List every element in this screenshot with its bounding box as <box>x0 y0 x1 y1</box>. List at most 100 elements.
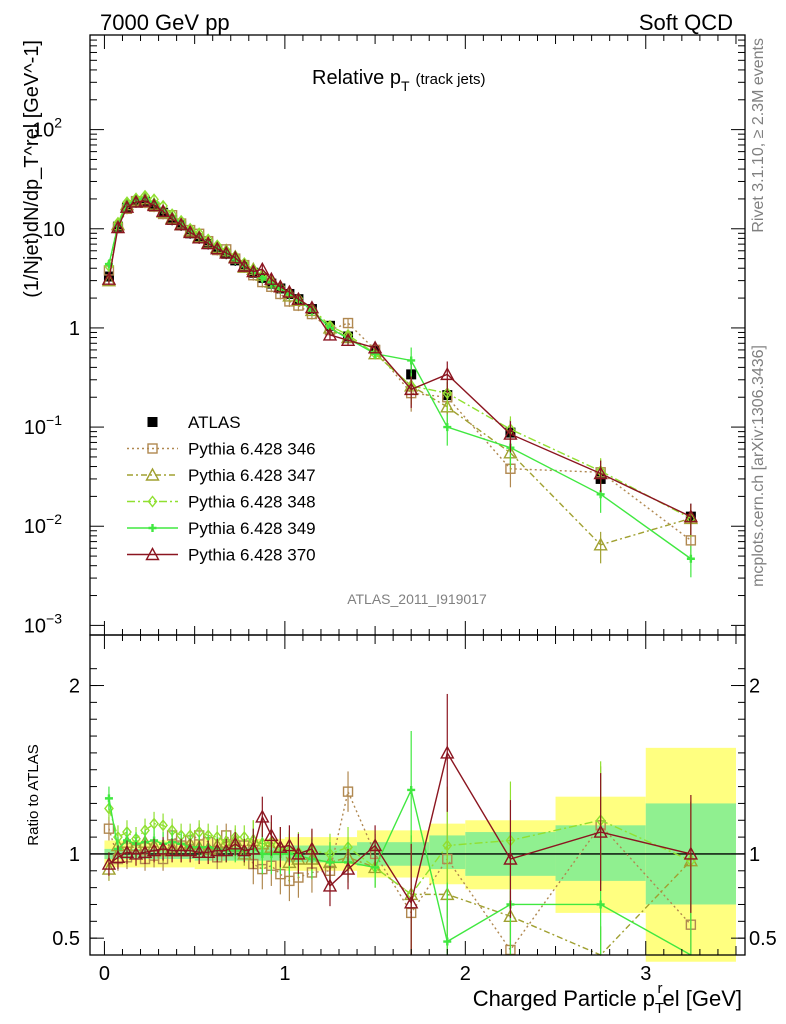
ratio-point <box>182 843 198 857</box>
legend-item-2: Pythia 6.428 347 <box>127 466 316 485</box>
main-point <box>440 366 455 381</box>
main-point <box>407 356 416 365</box>
legend-item-3: Pythia 6.428 348 <box>127 493 316 512</box>
main-point <box>173 217 189 231</box>
main-point <box>201 236 216 250</box>
ratio-point <box>304 841 320 855</box>
ratio-ytick-label: 1 <box>69 844 80 866</box>
ratio-point <box>442 839 453 852</box>
ratio-point <box>155 841 171 855</box>
ratio-series-layer <box>101 693 699 956</box>
ratio-point <box>158 819 168 832</box>
ratio-point <box>273 839 288 853</box>
main-y-axis-label: (1/Njet)dN/dp_T^rel [GeV^-1] <box>21 40 43 298</box>
main-ytick-label: 1 <box>69 318 80 340</box>
main-ytick-label: 10−2 <box>24 511 62 538</box>
ratio-ytick-label: 0.5 <box>52 928 80 950</box>
ratio-point <box>246 841 261 855</box>
main-point <box>164 211 180 225</box>
ratio-point <box>173 843 189 857</box>
ratio-point <box>137 844 153 858</box>
legend-label: Pythia 6.428 349 <box>188 519 316 538</box>
legend-label: Pythia 6.428 347 <box>188 466 316 485</box>
main-point <box>291 291 306 305</box>
legend: ATLAS Pythia 6.428 346 Pythia 6.428 347 Pyt… <box>127 413 316 565</box>
watermark: ATLAS_2011_I919017 <box>347 591 487 607</box>
legend-marker <box>147 417 158 427</box>
main-point <box>219 245 234 259</box>
ratio-axis-ticks: 0.5 0.5 1 1 2 2 0 1 2 3 <box>52 635 777 985</box>
ratio-point <box>440 745 455 759</box>
main-axis-ticks: 10−3 10−2 10−1 1 10 102 <box>24 34 745 637</box>
main-point <box>442 387 453 400</box>
main-point <box>342 317 354 329</box>
legend-marker <box>147 495 158 508</box>
main-point <box>686 554 695 563</box>
ratio-point <box>164 843 180 857</box>
ratio-point <box>210 843 225 857</box>
ratio-point <box>104 802 114 815</box>
ratio-point <box>219 843 234 857</box>
ratio-point <box>322 878 338 892</box>
ratio-series-4 <box>101 693 699 955</box>
main-point <box>440 399 455 413</box>
ratio-point <box>103 823 115 834</box>
ratio-y-axis-label: Ratio to ATLAS <box>25 744 42 845</box>
main-ytick-label: 10−1 <box>24 412 62 439</box>
main-point <box>322 327 338 341</box>
xtick-label: 2 <box>460 963 471 985</box>
xtick-label: 3 <box>640 963 651 985</box>
ratio-point <box>443 937 452 946</box>
main-point <box>593 537 608 551</box>
ratio-ytick-label: 2 <box>69 676 80 698</box>
legend-marker <box>147 443 158 454</box>
legend-label: ATLAS <box>188 413 241 432</box>
ratio-point <box>191 844 207 858</box>
main-point <box>255 261 270 276</box>
main-point <box>282 284 297 298</box>
ratio-point <box>596 900 605 909</box>
main-series-layer <box>101 189 699 578</box>
main-ytick-label: 10 <box>43 219 65 241</box>
main-point <box>340 332 356 347</box>
rivet-version-note: Rivet 3.1.10, ≥ 2.3M events <box>750 38 767 233</box>
ratio-point <box>593 824 608 838</box>
legend-marker <box>145 467 160 481</box>
main-panel: 10−3 10−2 10−1 1 10 102 Relative pT (track jet… <box>21 34 746 637</box>
ratio-point <box>325 858 334 867</box>
main-series-5 <box>101 193 699 536</box>
ratio-point <box>128 846 144 860</box>
main-point <box>228 250 243 264</box>
main-point <box>304 300 320 314</box>
ratio-point <box>291 846 306 860</box>
x-axis-label: Charged Particle pTrel [GeV] <box>473 980 742 1017</box>
xtick-label: 1 <box>279 963 290 985</box>
main-title: Relative pT (track jets) <box>312 67 486 94</box>
header-left: 7000 GeV pp <box>100 10 230 35</box>
legend-item-1: Pythia 6.428 346 <box>127 440 316 459</box>
ratio-point <box>342 786 354 797</box>
ratio-point <box>228 836 243 850</box>
legend-item-5: Pythia 6.428 370 <box>127 546 316 565</box>
main-point <box>273 279 288 293</box>
main-point <box>191 230 207 244</box>
main-ytick-label: 102 <box>32 115 62 142</box>
legend-marker <box>148 524 157 532</box>
legend-marker <box>145 547 160 561</box>
main-point <box>264 271 279 285</box>
ratio-point <box>201 844 216 858</box>
ratio-ytick-label-right: 1 <box>749 844 760 866</box>
main-point <box>155 203 171 218</box>
main-point <box>503 426 518 440</box>
legend-label: Pythia 6.428 346 <box>188 440 316 459</box>
main-point <box>246 264 261 278</box>
ratio-panel: 0.5 0.5 1 1 2 2 0 1 2 3 Ratio to ATLAS Charged Pa… <box>25 634 777 1017</box>
ratio-point <box>683 846 699 860</box>
main-point <box>182 224 198 239</box>
main-point <box>683 509 699 523</box>
main-point <box>101 271 117 285</box>
legend-item-0: ATLAS <box>147 413 241 432</box>
ratio-point <box>367 838 383 852</box>
legend-label: Pythia 6.428 348 <box>188 493 316 512</box>
